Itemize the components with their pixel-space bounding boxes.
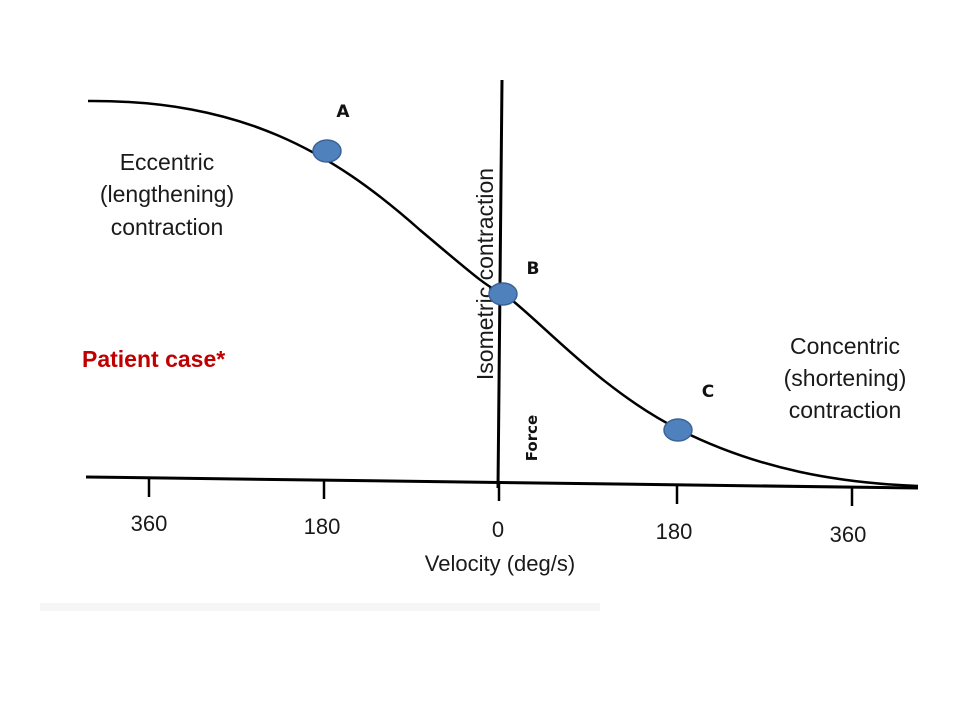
tick-label-neg-180: 180	[304, 514, 341, 539]
eccentric-line-1: Eccentric	[120, 149, 215, 175]
point-a-label: A	[336, 102, 350, 122]
point-a: A	[312, 102, 350, 163]
force-axis-label: Force	[523, 415, 541, 461]
x-axis-line	[85, 475, 919, 490]
eccentric-region-label: Eccentric (lengthening) contraction	[100, 149, 234, 240]
eccentric-line-3: contraction	[111, 214, 224, 240]
point-b: B	[488, 259, 540, 306]
eccentric-line-2: (lengthening)	[100, 181, 234, 207]
patient-case-annotation: Patient case*	[82, 346, 225, 372]
point-b-marker	[488, 282, 518, 306]
tick-label-zero: 0	[492, 517, 504, 542]
tick-label-neg-360: 360	[131, 511, 168, 536]
concentric-line-2: (shortening)	[784, 365, 907, 391]
concentric-line-3: contraction	[789, 397, 902, 423]
concentric-region-label: Concentric (shortening) contraction	[784, 333, 907, 423]
tick-label-pos-360: 360	[830, 522, 867, 547]
isometric-contraction-label: Isometric contraction	[472, 168, 498, 380]
concentric-line-1: Concentric	[790, 333, 900, 359]
footer-band	[40, 603, 600, 611]
x-axis-title: Velocity (deg/s)	[425, 551, 575, 576]
x-axis-ticks	[147, 479, 854, 506]
point-c: C	[663, 382, 714, 442]
point-a-marker	[312, 139, 342, 163]
point-c-marker	[663, 418, 693, 442]
point-b-label: B	[527, 259, 540, 279]
point-c-label: C	[702, 382, 714, 402]
tick-label-pos-180: 180	[656, 519, 693, 544]
